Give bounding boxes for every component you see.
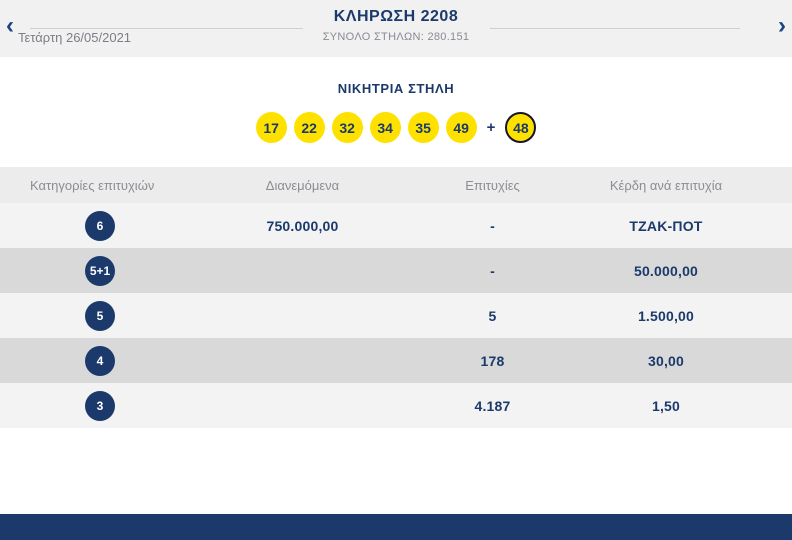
table-row: 5 5 1.500,00 bbox=[0, 293, 792, 338]
prize-categories-table: Κατηγορίες επιτυχιών Διανεμόμενα Επιτυχί… bbox=[0, 167, 792, 428]
draw-title-block: ΚΛΗΡΩΣΗ 2208 ΣΥΝΟΛΟ ΣΤΗΛΩΝ: 280.151 bbox=[323, 8, 470, 43]
draw-date: Τετάρτη 26/05/2021 bbox=[18, 30, 132, 45]
prize-value: 1.500,00 bbox=[637, 307, 695, 324]
category-badge: 3 bbox=[85, 390, 115, 421]
winning-numbers-row: 17 22 32 34 35 49 + 48 bbox=[0, 112, 792, 143]
column-header-distributed: Διανεμόμενα bbox=[265, 177, 340, 193]
previous-draw-chevron-icon[interactable]: ‹ bbox=[6, 12, 14, 39]
wins-value: 5 bbox=[488, 307, 497, 324]
divider-line-left bbox=[30, 28, 303, 29]
plus-sign: + bbox=[486, 119, 496, 136]
winning-number-ball: 17 bbox=[255, 112, 287, 143]
table-row: 6 750.000,00 - ΤΖΑΚ-ΠΟΤ bbox=[0, 203, 792, 248]
category-badge: 5 bbox=[85, 300, 115, 331]
total-columns-label: ΣΥΝΟΛΟ ΣΤΗΛΩΝ: 280.151 bbox=[322, 31, 470, 43]
table-row: 3 4.187 1,50 bbox=[0, 383, 792, 428]
wins-value: 4.187 bbox=[474, 397, 511, 414]
joker-number-ball: 48 bbox=[505, 112, 537, 143]
prize-value: 1,50 bbox=[651, 397, 681, 414]
distributed-value: 750.000,00 bbox=[266, 217, 339, 234]
winning-column-section: ΝΙΚΗΤΡΙΑ ΣΤΗΛΗ 17 22 32 34 35 49 + 48 bbox=[0, 57, 792, 143]
draw-title: ΚΛΗΡΩΣΗ 2208 bbox=[333, 8, 459, 25]
draw-header-bar: ‹ ΚΛΗΡΩΣΗ 2208 ΣΥΝΟΛΟ ΣΤΗΛΩΝ: 280.151 › … bbox=[0, 0, 792, 57]
winning-number-ball: 32 bbox=[331, 112, 363, 143]
next-draw-chevron-icon[interactable]: › bbox=[778, 12, 786, 39]
column-header-prize: Κέρδη ανά επιτυχία bbox=[609, 177, 723, 193]
wins-value: 178 bbox=[480, 352, 505, 369]
category-badge: 4 bbox=[85, 345, 115, 376]
prize-value: 30,00 bbox=[647, 352, 685, 369]
table-header-row: Κατηγορίες επιτυχιών Διανεμόμενα Επιτυχί… bbox=[0, 167, 792, 203]
winning-column-label: ΝΙΚΗΤΡΙΑ ΣΤΗΛΗ bbox=[337, 81, 455, 96]
wins-value: - bbox=[490, 262, 495, 279]
winning-number-ball: 34 bbox=[369, 112, 401, 143]
divider-line-right bbox=[490, 28, 740, 29]
column-header-wins: Επιτυχίες bbox=[465, 177, 520, 193]
winning-number-ball: 35 bbox=[407, 112, 439, 143]
prize-value: ΤΖΑΚ-ΠΟΤ bbox=[629, 217, 703, 234]
table-row: 5+1 - 50.000,00 bbox=[0, 248, 792, 293]
footer-bar bbox=[0, 514, 792, 540]
category-badge: 5+1 bbox=[85, 255, 115, 286]
category-badge: 6 bbox=[85, 210, 115, 241]
winning-number-ball: 49 bbox=[445, 112, 477, 143]
wins-value: - bbox=[490, 217, 495, 234]
table-row: 4 178 30,00 bbox=[0, 338, 792, 383]
column-header-categories: Κατηγορίες επιτυχιών bbox=[30, 177, 155, 193]
prize-value: 50.000,00 bbox=[633, 262, 699, 279]
winning-number-ball: 22 bbox=[293, 112, 325, 143]
